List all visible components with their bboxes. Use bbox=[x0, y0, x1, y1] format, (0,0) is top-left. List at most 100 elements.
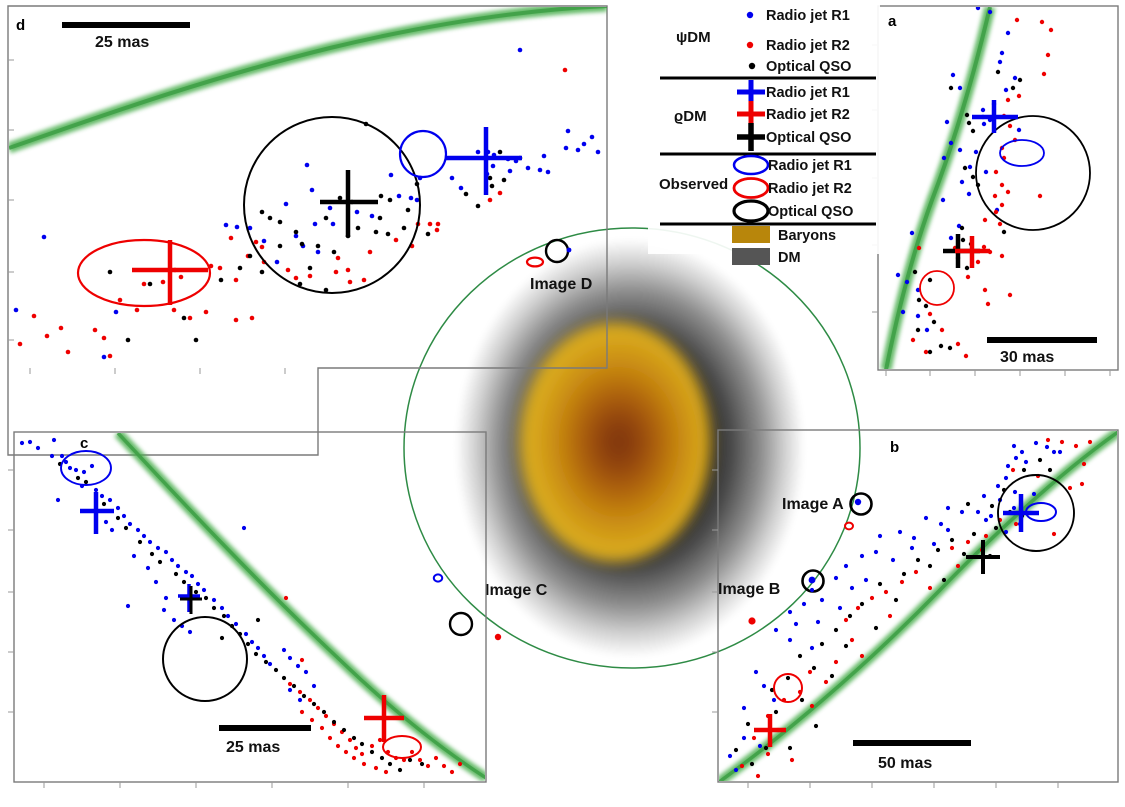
ellipse-black-icon bbox=[975, 115, 1091, 231]
image-label-C: Image C bbox=[485, 582, 548, 599]
lensed-image-B: Image B bbox=[718, 569, 825, 625]
panel-d: d 25 mas bbox=[7, 5, 608, 456]
scatter-points-qso bbox=[733, 457, 1053, 767]
caustic-core-line bbox=[884, 7, 992, 369]
dot-blue-icon bbox=[808, 576, 816, 584]
legend-background bbox=[648, 4, 880, 254]
panel-d-label: d bbox=[16, 17, 25, 34]
panel-b-scale-text: 50 mas bbox=[878, 755, 932, 772]
image-label-A: Image A bbox=[782, 496, 844, 513]
panel-b-label: b bbox=[890, 439, 899, 456]
cross-blue-icon bbox=[737, 80, 765, 105]
ellipse-black-icon bbox=[849, 492, 873, 516]
dot-red-icon bbox=[746, 41, 754, 49]
cross-black-icon bbox=[180, 586, 202, 614]
axis-ticks bbox=[712, 469, 1059, 788]
legend-entry-label: Radio jet R2 bbox=[766, 107, 850, 123]
cross-red-icon bbox=[754, 714, 786, 747]
caustic-core-line bbox=[719, 431, 1117, 781]
panel-c-label: c bbox=[80, 435, 88, 452]
panel-c-frame bbox=[13, 431, 487, 783]
legend-entry-label: Radio jet R2 bbox=[768, 181, 852, 197]
cross-blue-icon bbox=[80, 492, 114, 534]
legend-entry-label: Radio jet R2 bbox=[766, 38, 850, 54]
ellipse-red-icon bbox=[773, 673, 803, 703]
scatter-points-qso bbox=[912, 69, 1023, 355]
ellipse-blue-icon bbox=[60, 450, 112, 486]
baryon-core bbox=[519, 322, 711, 562]
caustic-core-line bbox=[9, 7, 607, 150]
cross-black-icon bbox=[320, 170, 378, 237]
panel-a-scale-text: 30 mas bbox=[1000, 349, 1054, 366]
ellipse-blue-icon bbox=[398, 129, 448, 179]
ellipse-red-icon bbox=[525, 256, 545, 268]
ellipse-blue-icon bbox=[732, 154, 770, 176]
cross-black-icon bbox=[966, 540, 1000, 574]
swatch-baryons-icon bbox=[732, 226, 770, 243]
legend-entry-label: DM bbox=[778, 250, 801, 266]
ellipse-red-icon bbox=[76, 238, 212, 308]
axis-ticks bbox=[8, 59, 286, 374]
legend-entry-label: Optical QSO bbox=[766, 59, 851, 75]
ellipse-black-icon bbox=[448, 611, 474, 637]
ellipse-red-icon bbox=[732, 177, 770, 199]
cross-red-icon bbox=[132, 240, 208, 305]
legend-group-label-rho-dm: ϱDM bbox=[674, 108, 707, 125]
lensed-image-D: Image D bbox=[525, 238, 592, 293]
ellipse-red-icon bbox=[844, 521, 854, 531]
panel-a: a 30 mas bbox=[872, 5, 1119, 376]
panel-b: b 50 mas bbox=[712, 429, 1119, 788]
image-label-D: Image D bbox=[530, 276, 592, 293]
panel-d-scale-text: 25 mas bbox=[95, 34, 149, 51]
legend-entry-label: Radio jet R1 bbox=[768, 158, 852, 174]
axis-ticks bbox=[8, 469, 425, 788]
scatter-points-r2 bbox=[17, 67, 568, 359]
cross-red-icon bbox=[737, 101, 765, 127]
panel-d-frame bbox=[7, 5, 608, 456]
ellipse-black-icon bbox=[162, 616, 248, 702]
dot-blue-icon bbox=[566, 247, 572, 253]
lensed-image-C: Image C bbox=[432, 573, 548, 641]
legend-entry-label: Optical QSO bbox=[768, 204, 853, 220]
panel-a-label: a bbox=[888, 13, 897, 30]
legend-entry-label: Radio jet R1 bbox=[766, 8, 850, 24]
dot-blue-icon bbox=[854, 498, 862, 506]
critical-curve-ring bbox=[403, 227, 861, 669]
scatter-points bbox=[13, 47, 601, 360]
cross-black-icon bbox=[737, 123, 765, 151]
ellipse-blue-icon bbox=[999, 139, 1045, 167]
caustic-core-line bbox=[116, 433, 485, 780]
scatter-points-r2 bbox=[739, 437, 1093, 779]
legend-group-label-observed: Observed bbox=[659, 176, 728, 193]
cross-red-icon bbox=[955, 236, 990, 268]
ellipse-blue-icon bbox=[432, 573, 444, 583]
scatter-points-r1 bbox=[727, 440, 1063, 773]
scatter-points-qso bbox=[57, 461, 425, 773]
ellipse-black-icon bbox=[732, 199, 770, 223]
cross-blue-icon bbox=[972, 100, 1018, 133]
panel-c-scale-text: 25 mas bbox=[226, 739, 280, 756]
image-label-B: Image B bbox=[718, 581, 780, 598]
panel-b-frame bbox=[717, 429, 1119, 783]
ellipse-black-icon bbox=[243, 116, 421, 294]
panel-c: c 25 mas bbox=[8, 431, 487, 788]
dot-blue-icon bbox=[746, 11, 754, 19]
cross-red-icon bbox=[364, 695, 404, 742]
legend-entry-label: Radio jet R1 bbox=[766, 85, 850, 101]
ellipse-red-icon bbox=[919, 270, 955, 306]
lensed-image-A: Image A bbox=[782, 492, 873, 531]
ellipse-black-icon bbox=[997, 474, 1075, 552]
dot-red-icon bbox=[494, 633, 502, 641]
ellipse-red-icon bbox=[382, 735, 422, 759]
ellipse-blue-icon bbox=[1025, 502, 1057, 522]
cross-blue-icon bbox=[446, 127, 522, 195]
legend-group-label-psi-dm: ψDM bbox=[676, 29, 711, 46]
cross-blue-icon bbox=[1003, 494, 1039, 532]
swatch-dm-icon bbox=[732, 248, 770, 265]
dot-black-icon bbox=[748, 62, 756, 70]
legend-entry-label: Optical QSO bbox=[766, 130, 851, 146]
dot-red-icon bbox=[748, 617, 756, 625]
legend: ψDM Radio jet R1 Radio jet R2 Optical QS… bbox=[648, 4, 880, 266]
